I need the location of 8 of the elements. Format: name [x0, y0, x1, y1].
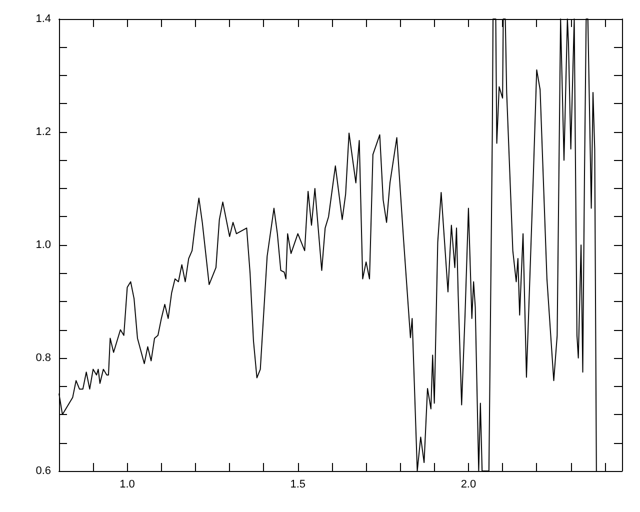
x-tick-label: 1.0	[120, 478, 135, 490]
y-tick-label: 1.4	[36, 13, 51, 25]
y-tick-label: 0.8	[36, 352, 51, 364]
y-tick-label: 1.2	[36, 126, 51, 138]
x-tick-label: 1.5	[290, 478, 306, 490]
x-tick-label: 2.0	[460, 478, 476, 490]
y-tick-label: 1.0	[36, 239, 51, 251]
y-tick-label: 0.6	[36, 465, 51, 477]
